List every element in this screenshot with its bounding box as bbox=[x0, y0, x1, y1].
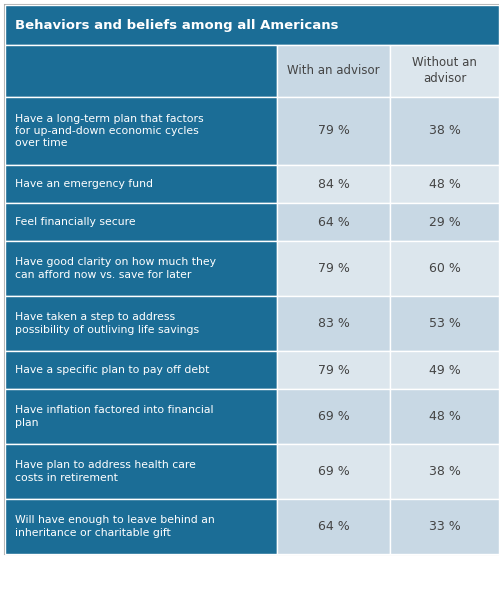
Bar bbox=[277, 203, 390, 241]
Bar bbox=[390, 296, 499, 351]
Bar bbox=[5, 351, 277, 389]
Bar bbox=[5, 203, 277, 241]
Text: Have taken a step to address
possibility of outliving life savings: Have taken a step to address possibility… bbox=[15, 312, 199, 335]
Text: 79 %: 79 % bbox=[317, 364, 349, 376]
Text: 64 %: 64 % bbox=[318, 215, 349, 229]
Text: 48 %: 48 % bbox=[429, 177, 461, 191]
Bar bbox=[390, 351, 499, 389]
Text: Have a long-term plan that factors
for up-and-down economic cycles
over time: Have a long-term plan that factors for u… bbox=[15, 114, 204, 148]
Bar bbox=[5, 165, 277, 203]
Text: 38 %: 38 % bbox=[429, 125, 461, 137]
Bar bbox=[277, 389, 390, 444]
Text: 33 %: 33 % bbox=[429, 520, 461, 533]
Bar bbox=[390, 97, 499, 165]
Bar bbox=[5, 444, 277, 499]
Text: 69 %: 69 % bbox=[318, 465, 349, 478]
Text: 84 %: 84 % bbox=[317, 177, 349, 191]
Bar bbox=[390, 389, 499, 444]
Text: 83 %: 83 % bbox=[317, 317, 349, 330]
Bar bbox=[277, 444, 390, 499]
Bar bbox=[5, 45, 277, 97]
Bar bbox=[277, 351, 390, 389]
Text: Feel financially secure: Feel financially secure bbox=[15, 217, 136, 227]
Bar bbox=[277, 296, 390, 351]
Bar bbox=[5, 241, 277, 296]
Bar bbox=[5, 389, 277, 444]
Text: Have inflation factored into financial
plan: Have inflation factored into financial p… bbox=[15, 405, 214, 428]
Bar bbox=[390, 241, 499, 296]
Bar bbox=[390, 203, 499, 241]
Text: 38 %: 38 % bbox=[429, 465, 461, 478]
Text: 53 %: 53 % bbox=[429, 317, 461, 330]
Bar bbox=[390, 165, 499, 203]
Text: Have good clarity on how much they
can afford now vs. save for later: Have good clarity on how much they can a… bbox=[15, 257, 216, 280]
Text: Without an
advisor: Without an advisor bbox=[412, 56, 477, 85]
Text: 69 %: 69 % bbox=[318, 410, 349, 423]
Text: 79 %: 79 % bbox=[317, 262, 349, 275]
Text: Have plan to address health care
costs in retirement: Have plan to address health care costs i… bbox=[15, 460, 196, 483]
Text: Have an emergency fund: Have an emergency fund bbox=[15, 179, 153, 189]
Bar bbox=[5, 296, 277, 351]
Text: 29 %: 29 % bbox=[429, 215, 461, 229]
Text: Behaviors and beliefs among all Americans: Behaviors and beliefs among all American… bbox=[15, 19, 338, 31]
Bar bbox=[390, 45, 499, 97]
Text: Will have enough to leave behind an
inheritance or charitable gift: Will have enough to leave behind an inhe… bbox=[15, 515, 215, 538]
Bar bbox=[390, 499, 499, 554]
Bar bbox=[277, 499, 390, 554]
Bar bbox=[390, 444, 499, 499]
Bar bbox=[277, 165, 390, 203]
Bar bbox=[5, 499, 277, 554]
Bar bbox=[277, 97, 390, 165]
Text: 49 %: 49 % bbox=[429, 364, 461, 376]
Text: 48 %: 48 % bbox=[429, 410, 461, 423]
Bar bbox=[5, 97, 277, 165]
Text: 79 %: 79 % bbox=[317, 125, 349, 137]
Text: Have a specific plan to pay off debt: Have a specific plan to pay off debt bbox=[15, 365, 210, 375]
Text: 64 %: 64 % bbox=[318, 520, 349, 533]
Bar bbox=[277, 45, 390, 97]
Text: With an advisor: With an advisor bbox=[287, 65, 380, 77]
Text: 60 %: 60 % bbox=[429, 262, 461, 275]
Bar bbox=[5, 5, 499, 45]
Bar bbox=[277, 241, 390, 296]
